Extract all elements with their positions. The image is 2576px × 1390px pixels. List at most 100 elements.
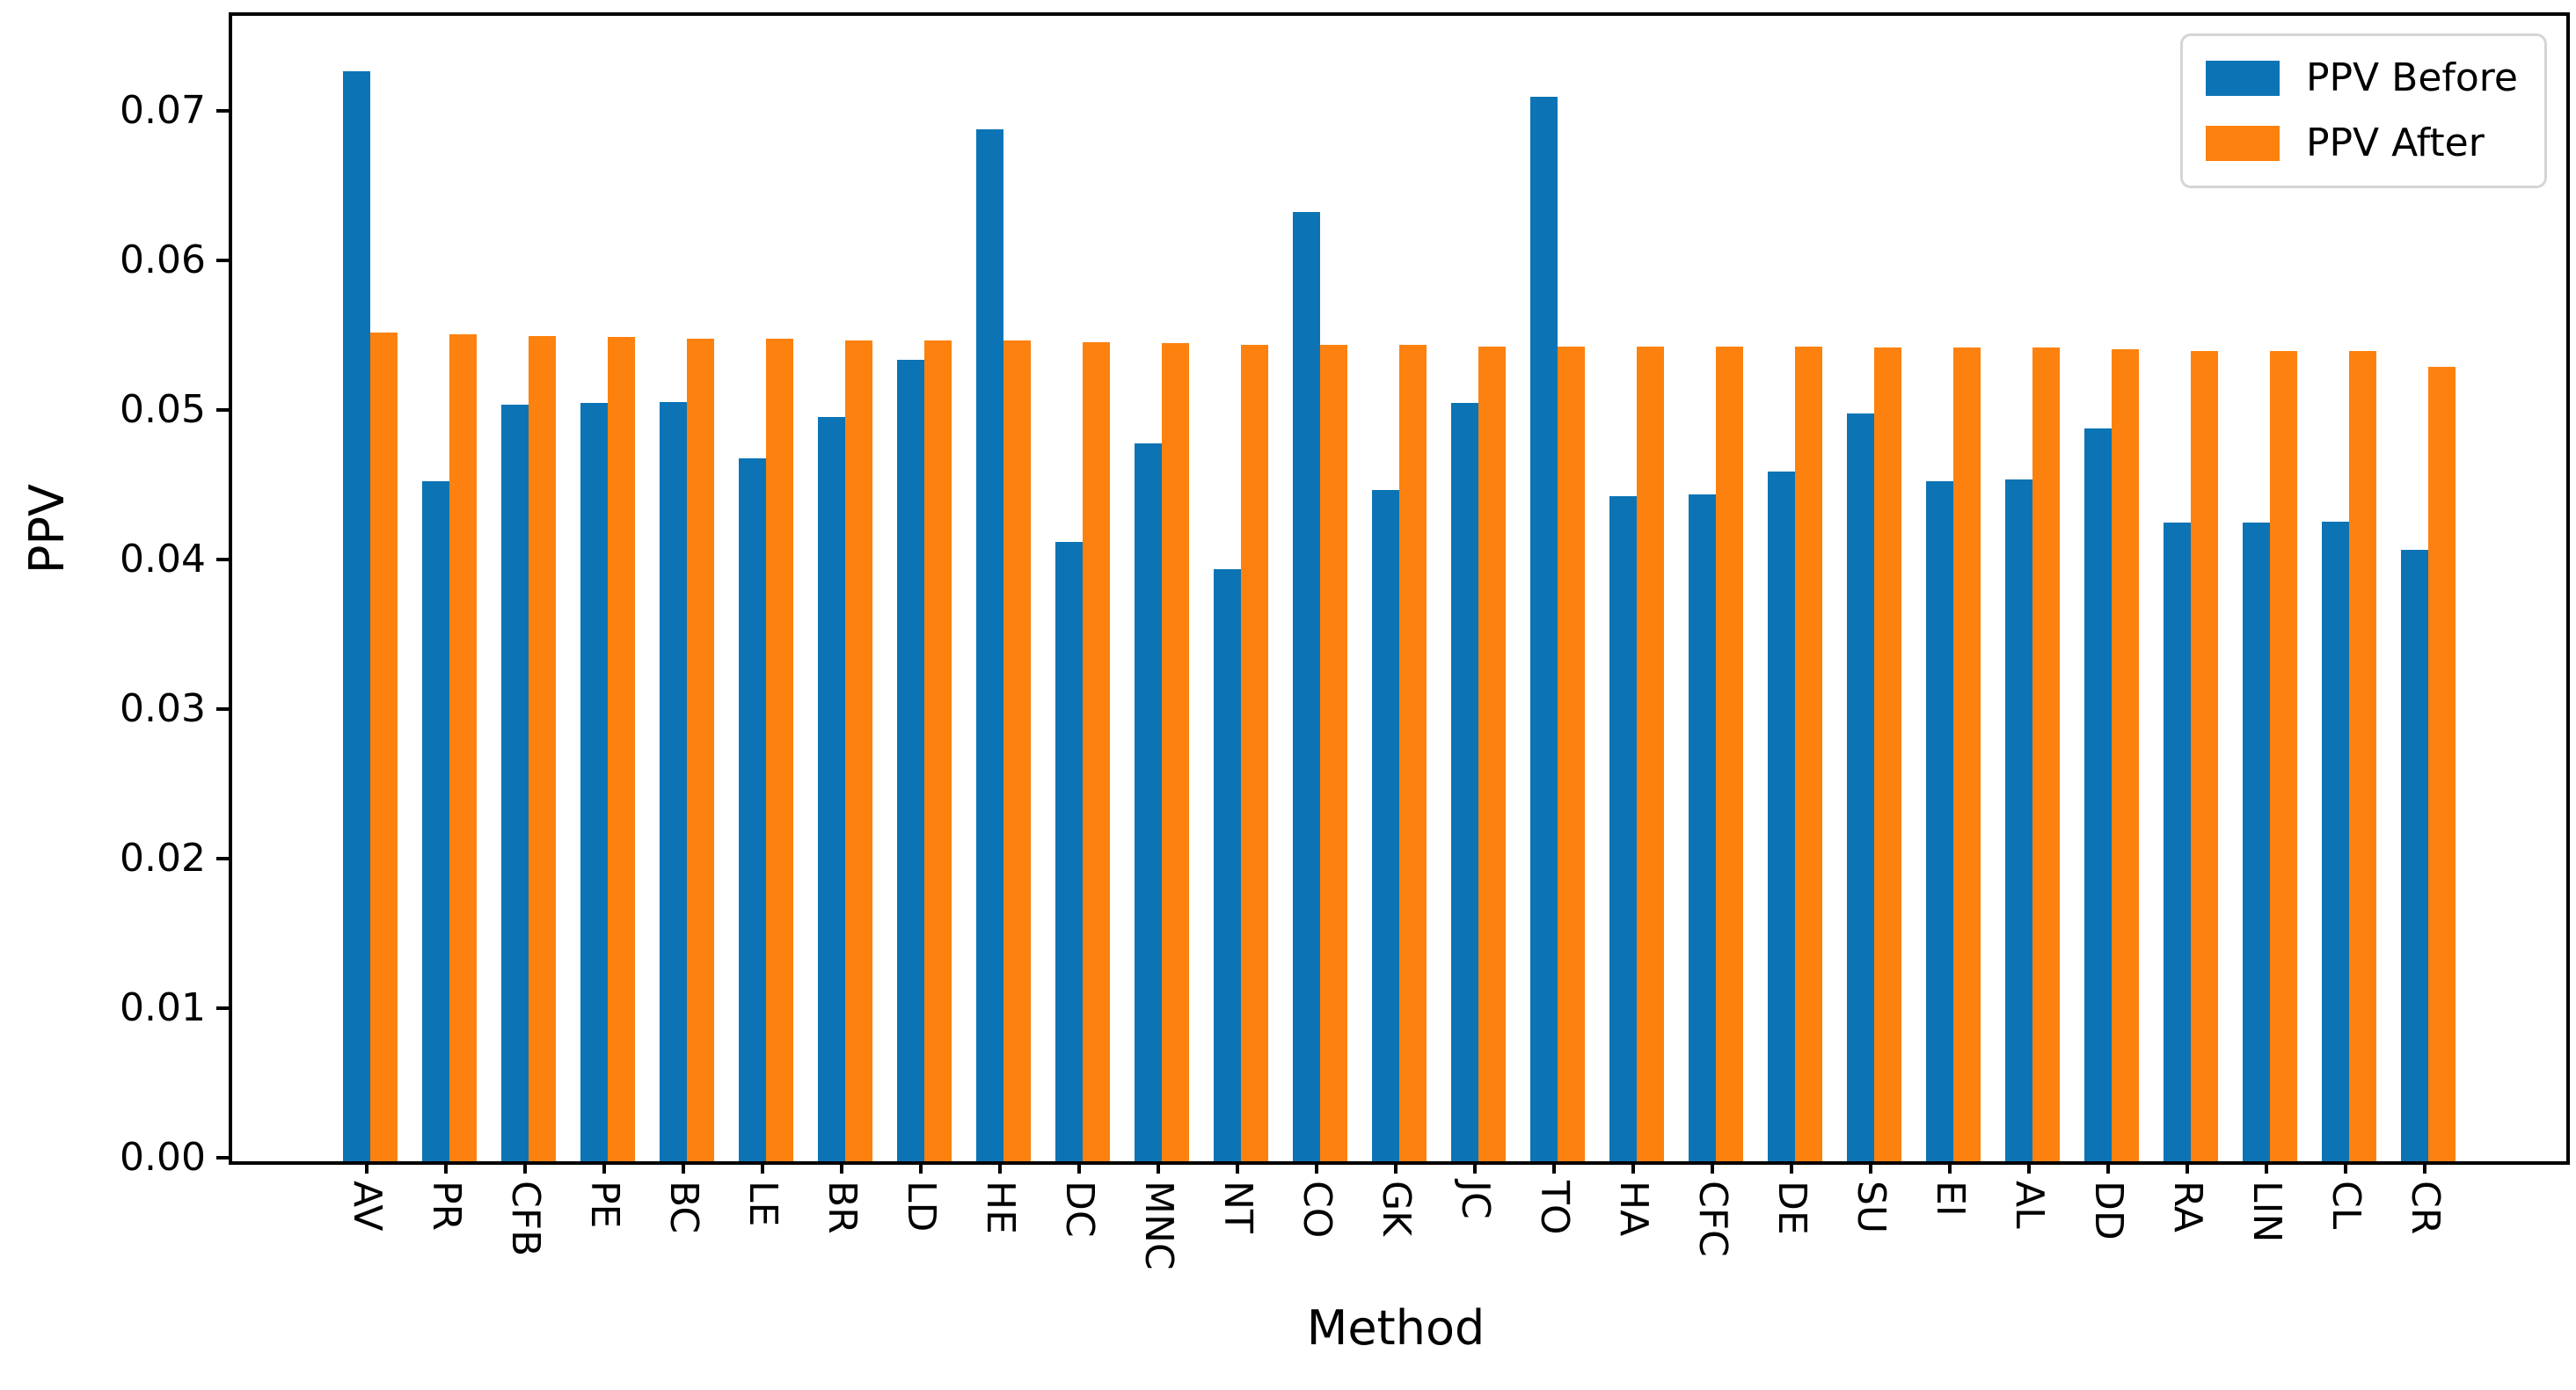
bar-ppv-after-dc xyxy=(1083,341,1110,1161)
x-tick-label-he: HE xyxy=(978,1181,1023,1234)
x-tick-label-mnc: MNC xyxy=(1136,1181,1181,1270)
x-tick-label-lin: LIN xyxy=(2244,1181,2289,1243)
x-tick-le xyxy=(761,1161,764,1174)
bar-ppv-after-ra xyxy=(2191,350,2218,1161)
bar-ppv-before-al xyxy=(2005,479,2032,1161)
bar-ppv-after-co xyxy=(1320,344,1347,1161)
x-tick-label-de: DE xyxy=(1770,1181,1814,1235)
bar-ppv-after-ha xyxy=(1637,346,1664,1161)
y-tick-0.06 xyxy=(216,259,229,263)
x-tick-br xyxy=(840,1161,843,1174)
y-tick-0.02 xyxy=(216,857,229,861)
x-tick-jc xyxy=(1473,1161,1477,1174)
x-tick-label-al: AL xyxy=(2007,1181,2052,1229)
x-tick-ld xyxy=(919,1161,923,1174)
bar-ppv-before-br xyxy=(818,416,845,1161)
x-tick-label-ld: LD xyxy=(899,1181,944,1233)
bar-ppv-before-to xyxy=(1530,96,1558,1161)
x-tick-label-br: BR xyxy=(820,1181,865,1234)
legend-swatch-ppv-before xyxy=(2205,61,2280,96)
x-tick-de xyxy=(1790,1161,1793,1174)
x-tick-label-cl: CL xyxy=(2324,1181,2368,1230)
bar-ppv-before-pe xyxy=(580,403,608,1161)
bar-ppv-after-cfb xyxy=(529,335,556,1161)
y-tick-label-0.06: 0.06 xyxy=(120,238,206,283)
legend-label-ppv-before: PPV Before xyxy=(2305,55,2518,100)
legend-item-ppv-after: PPV After xyxy=(2205,122,2518,165)
bar-ppv-before-mnc xyxy=(1135,443,1162,1161)
x-tick-label-cfb: CFB xyxy=(503,1181,548,1257)
bar-ppv-after-gk xyxy=(1399,344,1427,1161)
bar-ppv-after-de xyxy=(1795,346,1822,1161)
y-tick-label-0.03: 0.03 xyxy=(120,686,206,732)
x-tick-label-bc: BC xyxy=(661,1181,706,1234)
plot-area xyxy=(229,12,2570,1165)
x-tick-cfb xyxy=(523,1161,527,1174)
bar-ppv-before-cfc xyxy=(1689,494,1716,1161)
x-tick-label-dc: DC xyxy=(1057,1181,1102,1238)
bar-ppv-before-he xyxy=(976,129,1003,1161)
bar-ppv-before-cr xyxy=(2401,549,2428,1161)
x-tick-co xyxy=(1315,1161,1318,1174)
x-tick-label-pr: PR xyxy=(424,1181,469,1232)
x-tick-mnc xyxy=(1157,1161,1160,1174)
x-tick-ei xyxy=(1948,1161,1952,1174)
bar-ppv-after-cr xyxy=(2428,367,2456,1161)
x-tick-bc xyxy=(682,1161,685,1174)
x-tick-to xyxy=(1552,1161,1556,1174)
x-tick-cl xyxy=(2344,1161,2347,1174)
bar-ppv-before-dc xyxy=(1055,542,1083,1161)
x-tick-av xyxy=(365,1161,369,1174)
y-tick-label-0.02: 0.02 xyxy=(120,836,206,882)
bar-ppv-before-jc xyxy=(1451,403,1478,1161)
bar-ppv-after-ld xyxy=(924,340,952,1161)
bar-ppv-after-ei xyxy=(1953,348,1981,1161)
x-tick-ha xyxy=(1631,1161,1635,1174)
bar-ppv-before-co xyxy=(1293,211,1320,1161)
bar-ppv-before-su xyxy=(1847,413,1874,1161)
bar-ppv-before-cfb xyxy=(501,404,529,1161)
bar-ppv-before-bc xyxy=(660,401,687,1161)
x-tick-label-dd: DD xyxy=(2086,1181,2131,1240)
x-tick-label-nt: NT xyxy=(1215,1181,1260,1233)
x-tick-ra xyxy=(2186,1161,2189,1174)
bar-ppv-after-su xyxy=(1874,348,1901,1161)
bar-ppv-before-nt xyxy=(1214,568,1241,1161)
bar-ppv-before-pr xyxy=(422,480,449,1161)
bar-ppv-after-pr xyxy=(449,334,477,1161)
bar-ppv-before-ha xyxy=(1609,495,1637,1161)
x-tick-cr xyxy=(2423,1161,2426,1174)
legend: PPV Before PPV After xyxy=(2179,33,2547,188)
x-axis-title: Method xyxy=(1306,1300,1485,1356)
bar-ppv-before-ra xyxy=(2164,523,2191,1161)
x-tick-label-co: CO xyxy=(1295,1181,1339,1239)
bar-ppv-before-ld xyxy=(897,359,924,1161)
x-tick-dd xyxy=(2106,1161,2110,1174)
bar-ppv-before-lin xyxy=(2243,523,2270,1161)
y-tick-0.01 xyxy=(216,1006,229,1011)
x-tick-he xyxy=(998,1161,1002,1174)
bar-ppv-after-mnc xyxy=(1162,343,1189,1161)
y-tick-label-0.01: 0.01 xyxy=(120,985,206,1031)
y-tick-0.05 xyxy=(216,408,229,413)
x-tick-lin xyxy=(2265,1161,2268,1174)
bar-ppv-after-lin xyxy=(2270,350,2297,1161)
x-tick-su xyxy=(1869,1161,1872,1174)
bar-ppv-after-he xyxy=(1003,340,1031,1161)
x-tick-label-pe: PE xyxy=(582,1181,627,1229)
y-tick-label-0.00: 0.00 xyxy=(120,1135,206,1180)
x-tick-label-jc: JC xyxy=(1453,1181,1498,1219)
bar-ppv-before-av xyxy=(343,70,370,1161)
bar-ppv-before-dd xyxy=(2084,428,2112,1161)
x-tick-gk xyxy=(1394,1161,1397,1174)
y-tick-0.07 xyxy=(216,109,229,113)
x-tick-pe xyxy=(602,1161,606,1174)
y-tick-0.00 xyxy=(216,1156,229,1160)
bar-ppv-after-dd xyxy=(2112,349,2139,1161)
bar-ppv-after-av xyxy=(370,333,398,1161)
x-tick-label-av: AV xyxy=(345,1181,390,1232)
y-tick-0.03 xyxy=(216,707,229,712)
x-tick-label-le: LE xyxy=(741,1181,785,1227)
x-tick-label-ha: HA xyxy=(1611,1181,1656,1237)
